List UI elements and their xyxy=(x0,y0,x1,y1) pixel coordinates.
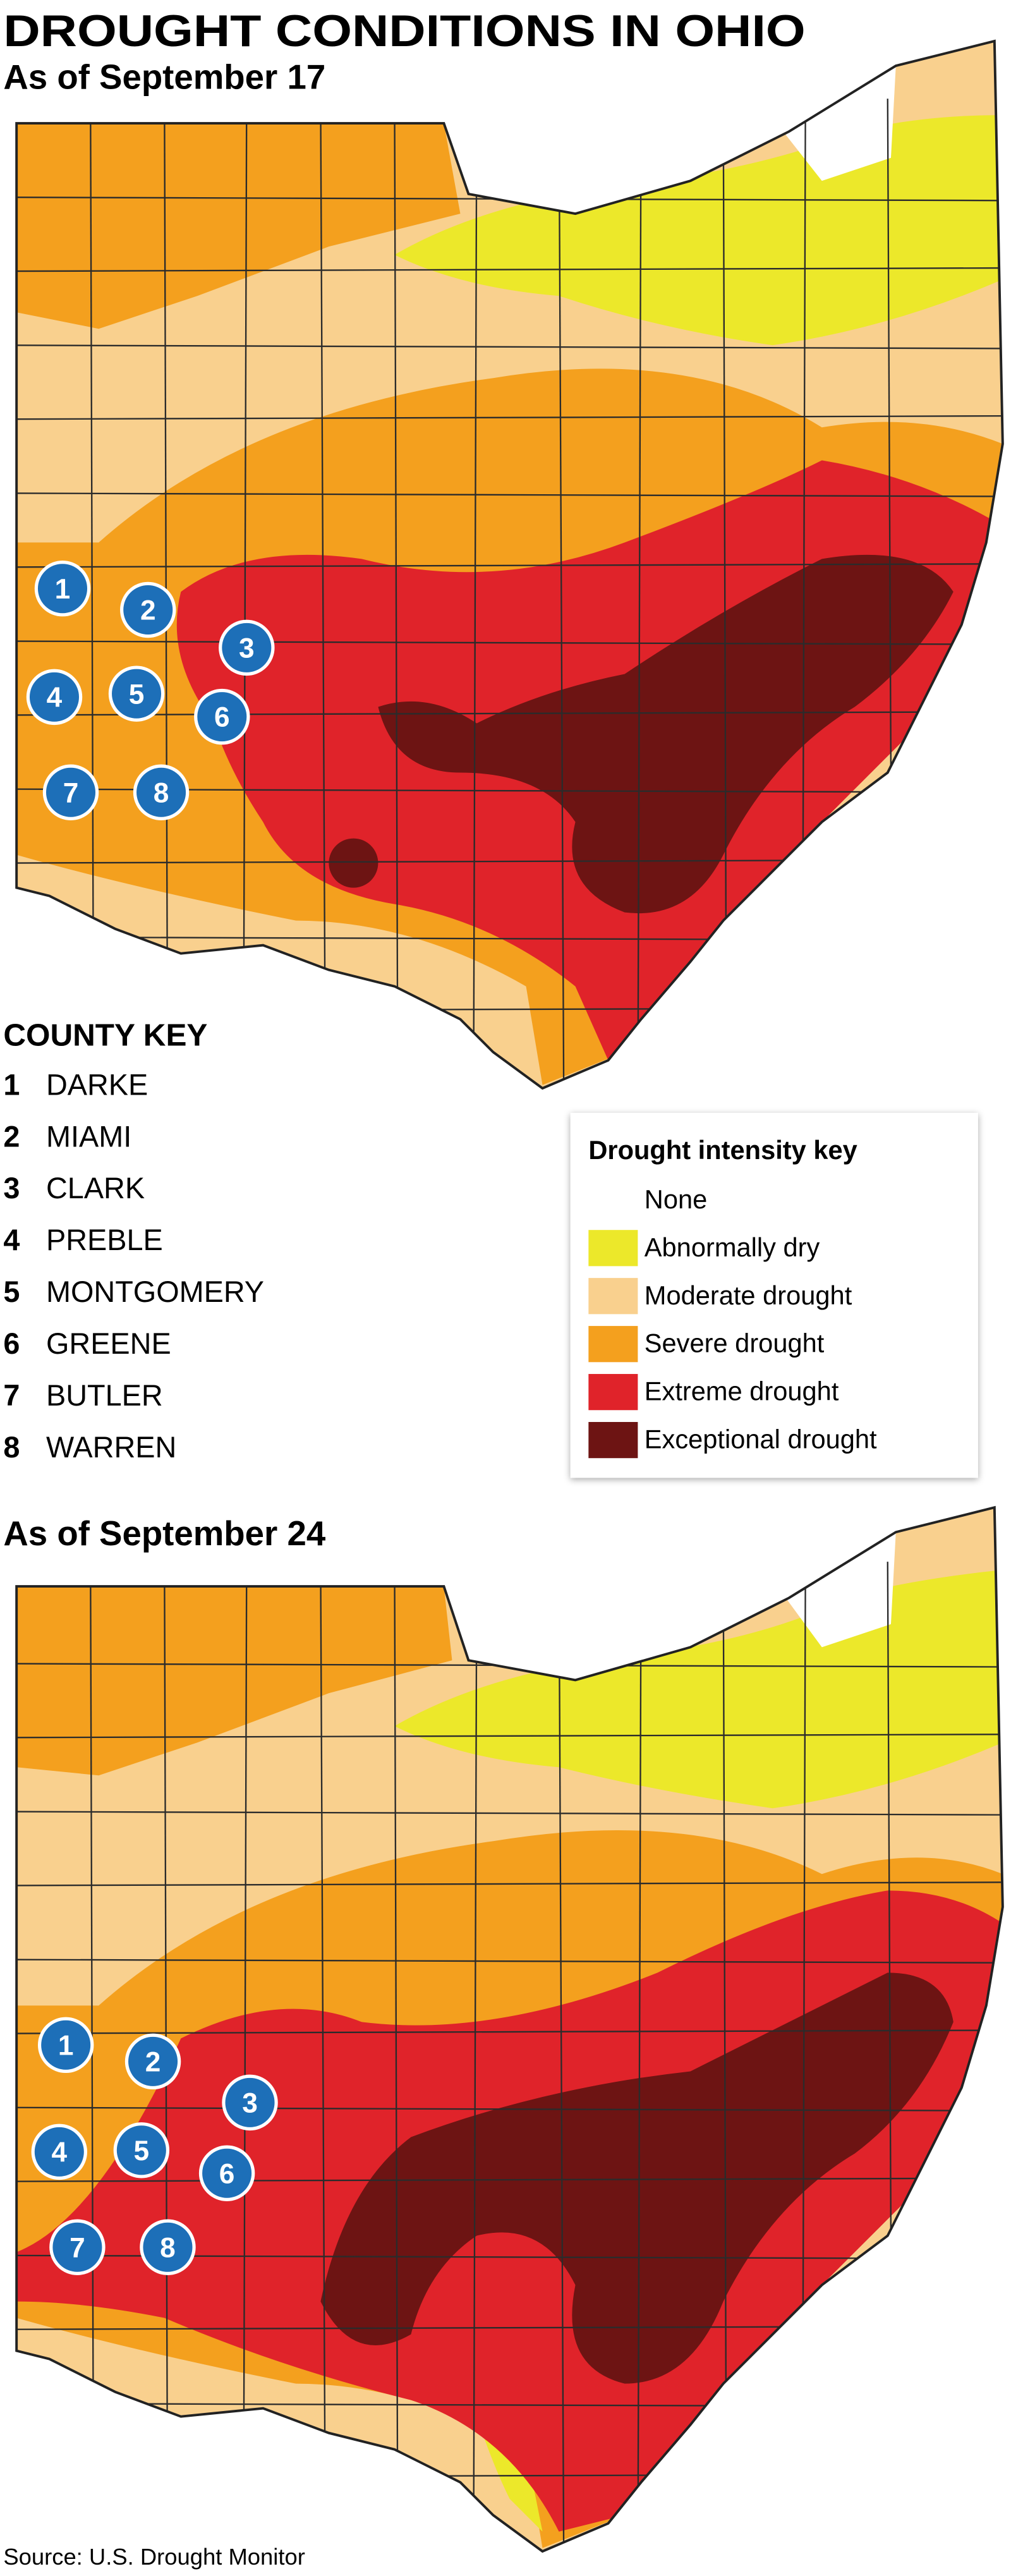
county-marker xyxy=(194,688,250,745)
county-marker-label: 5 xyxy=(129,679,145,710)
county-markers: 1 2 3 4 5 6 7 8 xyxy=(31,2017,278,2275)
county-number: 7 xyxy=(3,1379,20,1412)
legend-swatch xyxy=(588,1374,638,1411)
county-number: 6 xyxy=(3,1327,20,1360)
exceptional-area xyxy=(320,1972,953,2384)
county-number: 4 xyxy=(3,1224,20,1256)
county-marker-label: 7 xyxy=(70,2232,85,2263)
county-marker-label: 8 xyxy=(154,777,169,808)
drought-map xyxy=(16,41,1003,1088)
county-marker-label: 6 xyxy=(214,702,230,733)
county-marker xyxy=(198,2145,255,2201)
dry-area xyxy=(394,115,1003,346)
title: DROUGHT CONDITIONS IN OHIO xyxy=(3,6,805,56)
county-name: DARKE xyxy=(46,1068,148,1101)
county-marker-label: 2 xyxy=(140,595,156,626)
legend-swatch xyxy=(588,1230,638,1267)
legend-label: None xyxy=(645,1184,707,1214)
county-marker xyxy=(113,2122,170,2178)
map-subtitle: As of September 24 xyxy=(3,1514,325,1553)
county-marker-label: 4 xyxy=(51,2137,67,2168)
county-marker xyxy=(42,764,99,820)
legend-label: Abnormally dry xyxy=(645,1232,820,1262)
county-name: MIAMI xyxy=(46,1120,131,1153)
legend-label: Extreme drought xyxy=(645,1376,839,1406)
exceptional-area xyxy=(329,838,378,888)
county-name: GREENE xyxy=(46,1327,171,1360)
drought-map xyxy=(16,1507,1003,2551)
none-area xyxy=(785,1532,896,1648)
legend-swatch xyxy=(588,1278,638,1315)
county-marker-label: 3 xyxy=(242,2087,258,2118)
county-marker-label: 1 xyxy=(55,574,71,605)
county-marker-label: 8 xyxy=(160,2232,176,2263)
county-marker-label: 3 xyxy=(239,633,255,664)
county-marker-label: 7 xyxy=(63,777,79,808)
county-number: 5 xyxy=(3,1275,20,1308)
county-marker-label: 5 xyxy=(134,2136,150,2166)
legend-swatch xyxy=(588,1421,638,1459)
county-marker xyxy=(140,2219,196,2275)
legend-box xyxy=(570,1112,978,1478)
county-marker xyxy=(120,581,176,638)
none-area xyxy=(785,66,896,181)
county-marker-label: 6 xyxy=(219,2158,235,2189)
county-marker xyxy=(108,665,165,722)
legend-label: Exceptional drought xyxy=(645,1425,877,1454)
county-number: 3 xyxy=(3,1172,20,1205)
legend-label: Moderate drought xyxy=(645,1280,852,1310)
county-marker-label: 2 xyxy=(145,2046,161,2077)
source: Source: U.S. Drought Monitor xyxy=(3,2544,305,2570)
county-marker xyxy=(37,2017,94,2074)
county-number: 8 xyxy=(3,1431,20,1464)
legend-swatch xyxy=(588,1182,638,1218)
county-marker xyxy=(26,669,83,726)
county-name: CLARK xyxy=(46,1172,145,1205)
legend-title: Drought intensity key xyxy=(588,1135,857,1165)
county-name: WARREN xyxy=(46,1431,176,1464)
legend-label: Severe drought xyxy=(645,1328,825,1358)
severe-area xyxy=(16,123,461,329)
county-key: 1 DARKE 2 MIAMI 3 CLARK 4 PREBLE 5 MONTGOMERY 6 GRE… xyxy=(3,1068,264,1464)
county-lines xyxy=(16,99,1003,1088)
county-marker xyxy=(124,2033,181,2090)
county-markers: 1 2 3 4 5 6 7 8 xyxy=(26,560,275,820)
county-marker xyxy=(133,764,190,820)
county-key-title: COUNTY KEY xyxy=(3,1018,207,1052)
severe-area xyxy=(16,1586,452,1776)
county-name: PREBLE xyxy=(46,1224,163,1256)
county-number: 2 xyxy=(3,1120,20,1153)
state-outline xyxy=(15,39,1004,1090)
county-marker-label: 4 xyxy=(47,682,63,713)
county-marker xyxy=(31,2123,88,2180)
county-marker-label: 1 xyxy=(58,2030,74,2061)
state-outline xyxy=(15,1505,1004,2553)
county-name: BUTLER xyxy=(46,1379,163,1412)
legend: None Abnormally dry Moderate drought Severe… xyxy=(588,1182,877,1459)
county-marker xyxy=(222,2074,278,2131)
map-subtitle: As of September 17 xyxy=(3,58,325,96)
legend-swatch xyxy=(588,1326,638,1363)
county-marker xyxy=(34,560,91,617)
county-marker xyxy=(49,2219,106,2275)
county-number: 1 xyxy=(3,1068,20,1101)
county-name: MONTGOMERY xyxy=(46,1275,264,1308)
county-marker xyxy=(219,619,275,676)
